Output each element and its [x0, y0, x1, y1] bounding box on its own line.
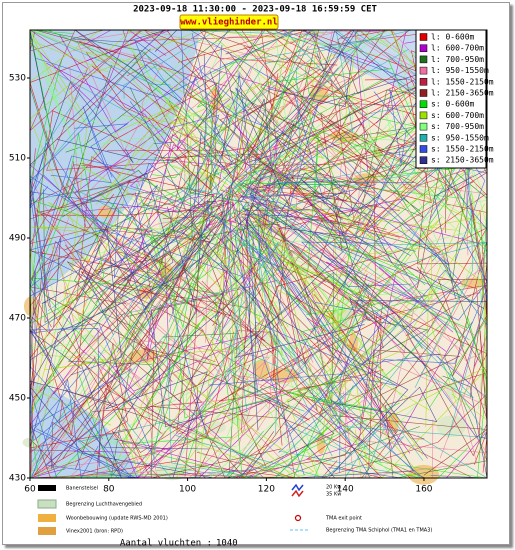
legend-swatch: [419, 55, 428, 64]
legend-swatch: [419, 111, 428, 120]
legend-label: s: 2150-3650m: [431, 156, 494, 165]
map-legend-label: Woonbebouwing (update RWS-MD 2001): [66, 516, 168, 522]
x-tick-label: 140: [337, 485, 354, 495]
legend-swatch: [419, 122, 428, 131]
town: [446, 384, 458, 400]
legend-box: [415, 29, 487, 169]
y-tick-label: 510: [9, 154, 26, 164]
y-tick-label: 530: [9, 74, 26, 84]
map-legend-label: Begrenzing TMA Schiphol (TMA1 en TMA3): [326, 528, 432, 534]
legend-label: l: 2150-3650m: [431, 89, 494, 98]
x-tick-label: 60: [24, 485, 36, 495]
town: [387, 412, 399, 434]
legend-label: s: 600-700m: [431, 111, 484, 120]
map-legend-label: Vinex2001 (bron: RPD): [66, 529, 123, 535]
count-value: 1040: [216, 539, 238, 549]
title: 2023-09-18 11:30:00 - 2023-09-18 16:59:5…: [133, 5, 377, 15]
legend-swatch: [419, 100, 428, 108]
legend-label: s: 1550-2150m: [431, 145, 494, 154]
x-tick-label: 100: [179, 485, 196, 495]
legend-swatch: [419, 44, 428, 52]
map-legend-label: Banenstelsel: [66, 486, 98, 492]
count-label: Aantal vluchten :: [120, 539, 212, 549]
map-border: [29, 29, 488, 479]
legend-swatch: [419, 66, 428, 75]
x-tick-label: 120: [258, 485, 275, 495]
site-url[interactable]: www.vlieghinder.nl: [180, 17, 278, 28]
map-legend-label: 20 Kw: [326, 485, 341, 491]
y-tick-label: 450: [9, 394, 26, 404]
legend-swatch: [419, 156, 428, 164]
y-tick-label: 470: [9, 314, 26, 324]
legend-label: s: 700-950m: [431, 122, 484, 131]
map-legend-label: TMA exit point: [325, 516, 362, 522]
legend-swatch: [419, 33, 428, 41]
legend-swatch: [419, 89, 428, 97]
y-tick-label: 430: [9, 474, 26, 484]
x-tick-label: 80: [103, 485, 115, 495]
legend-label: l: 600-700m: [431, 44, 484, 53]
legend-swatch: [419, 134, 428, 142]
town: [75, 334, 105, 342]
legend-swatch: [419, 78, 428, 86]
legend-label: l: 700-950m: [431, 55, 484, 64]
y-tick-label: 490: [9, 234, 26, 244]
axes: 430 450 470 490 510 530 60 80 100 120 140 160: [9, 74, 433, 495]
map-legend-label: Begrenzing Luchthavengebied: [66, 502, 142, 508]
legend-label: l: 950-1550m: [431, 66, 489, 75]
map-area: [22, 28, 489, 485]
site-badge: [179, 14, 279, 30]
x-tick-label: 160: [415, 485, 432, 495]
legend-label: s: 0-600m: [431, 100, 475, 109]
legend-label: s: 950-1550m: [431, 133, 489, 142]
map-legend-label: 35 Kw: [326, 492, 341, 498]
map-legend: Banenstelsel Begrenzing Luchthavengebied W…: [37, 483, 432, 535]
legend-label: l: 0-600m: [431, 33, 475, 42]
legend-label: l: 1550-2150m: [431, 77, 494, 86]
legend: l: 0-600m l: 600-700m l: 700-950m l: 950-15…: [415, 29, 494, 169]
legend-swatch: [419, 145, 428, 153]
